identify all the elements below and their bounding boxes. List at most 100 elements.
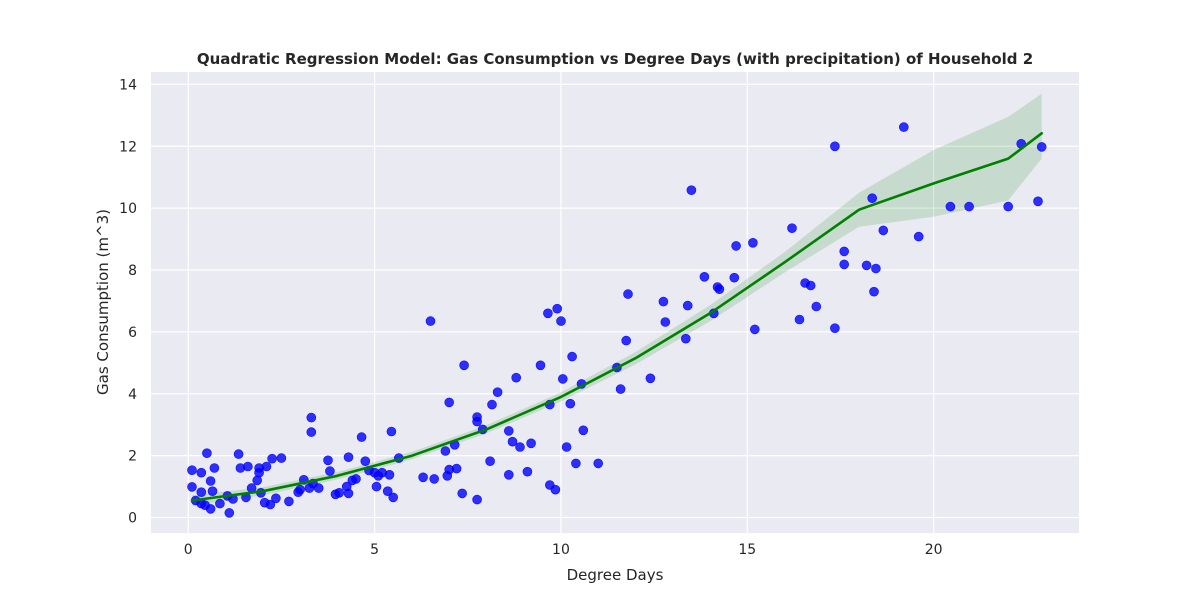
scatter-point [964, 201, 974, 212]
scatter-point [243, 461, 253, 472]
scatter-point [360, 456, 371, 467]
scatter-point [729, 272, 740, 283]
scatter-point [276, 453, 287, 463]
scatter-point [565, 398, 576, 409]
scatter-point [261, 461, 272, 472]
scatter-point [271, 493, 281, 504]
scatter-point [267, 453, 277, 464]
regression-fit-line [190, 132, 1043, 502]
scatter-point [593, 458, 604, 469]
y-tick-label: 6 [128, 325, 137, 341]
scatter-point [526, 438, 536, 449]
scatter-point [459, 360, 469, 371]
y-tick-label: 4 [128, 387, 137, 403]
scatter-point [196, 467, 207, 478]
y-axis-ticks: 0 2 4 6 8 10 12 14 [119, 77, 137, 526]
scatter-point [552, 303, 563, 314]
scatter-point [418, 472, 428, 483]
x-tick-label: 0 [184, 542, 193, 558]
scatter-point [429, 474, 440, 484]
scatter-point [623, 289, 633, 299]
x-axis-ticks: 0 5 10 15 20 [184, 542, 943, 558]
scatter-point [343, 488, 354, 499]
scatter-point [660, 317, 671, 327]
scatter-point [571, 458, 581, 469]
scatter-point [748, 238, 758, 248]
scatter-point [561, 442, 572, 452]
scatter-point [371, 481, 382, 492]
scatter-point [898, 122, 909, 132]
scatter-point [325, 466, 335, 476]
y-tick-label: 14 [119, 77, 137, 93]
scatter-point [869, 286, 879, 297]
scatter-point [830, 141, 840, 152]
scatter-point [503, 469, 514, 480]
scatter-point [202, 448, 212, 459]
scatter-point [457, 488, 468, 499]
scatter-point [913, 231, 924, 242]
scatter-point [615, 384, 626, 394]
scatter-point [265, 499, 276, 510]
x-axis-label: Degree Days [567, 566, 664, 584]
scatter-point [621, 335, 632, 346]
scatter-point [425, 316, 436, 326]
scatter-point [356, 432, 367, 442]
scatter-point [682, 300, 693, 311]
fit-line-layer [190, 132, 1043, 502]
chart-title: Quadratic Regression Model: Gas Consumpt… [197, 50, 1033, 68]
x-tick-label: 20 [925, 542, 943, 558]
scatter-point [680, 333, 691, 344]
scatter-point [861, 260, 872, 271]
scatter-point [224, 508, 235, 518]
scatter-point [209, 463, 220, 473]
scatter-point [233, 449, 244, 459]
scatter-point [440, 446, 451, 456]
scatter-point [522, 466, 533, 477]
scatter-point [205, 504, 216, 514]
scatter-point [794, 314, 805, 325]
scatter-point [196, 487, 207, 498]
scatter-point [749, 324, 760, 335]
scatter-point [187, 465, 197, 476]
scatter-point [686, 185, 697, 195]
scatter-point [556, 316, 566, 326]
scatter-point [306, 412, 317, 423]
scatter-point [492, 387, 503, 398]
scatter-point [444, 397, 455, 408]
scatter-point [658, 296, 669, 307]
scatter-point [787, 223, 797, 233]
scatter-point [699, 271, 710, 282]
scatter-point [830, 323, 840, 334]
scatter-point [388, 492, 399, 503]
scatter-point [343, 452, 354, 463]
scatter-point [550, 484, 561, 495]
scatter-point [254, 467, 264, 478]
scatter-point [386, 426, 397, 437]
scatter-point [295, 484, 305, 495]
scatter-point [878, 225, 889, 236]
scatter-point [507, 436, 518, 447]
y-tick-label: 0 [128, 511, 137, 527]
scatter-point [451, 463, 462, 474]
scatter-point [557, 374, 568, 384]
scatter-point [945, 201, 956, 212]
scatter-point [839, 259, 850, 270]
scatter-point [871, 263, 881, 274]
scatter-point [472, 416, 482, 427]
scatter-point [323, 455, 333, 466]
scatter-point [306, 427, 317, 437]
scatter-point [567, 351, 577, 362]
x-tick-label: 10 [552, 542, 570, 558]
scatter-point [839, 246, 850, 257]
scatter-point [384, 469, 395, 480]
scatter-point [811, 301, 822, 312]
y-tick-label: 8 [128, 263, 137, 279]
y-axis-label: Gas Consumption (m^3) [94, 209, 112, 395]
y-tick-label: 12 [119, 139, 137, 155]
scatter-point [645, 373, 656, 384]
scatter-point [515, 442, 525, 452]
x-tick-label: 15 [738, 542, 756, 558]
scatter-point [805, 280, 816, 291]
y-tick-label: 10 [119, 201, 137, 217]
